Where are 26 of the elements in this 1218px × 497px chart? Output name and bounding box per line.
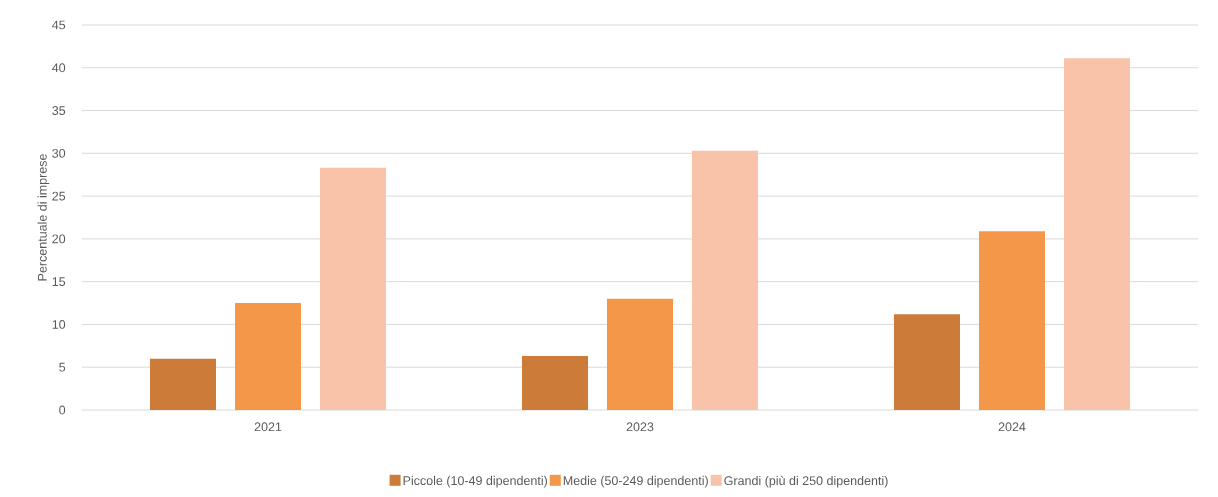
- bar: [978, 231, 1045, 410]
- x-tick-label: 2021: [254, 422, 282, 432]
- bar: [1063, 58, 1130, 410]
- legend-label: Medie (50-249 dipendenti): [563, 475, 708, 488]
- y-tick-label: 5: [59, 362, 66, 372]
- bar: [692, 150, 758, 410]
- bar: [320, 167, 387, 410]
- x-tick-label: 2024: [998, 422, 1026, 432]
- bar: [893, 314, 960, 410]
- y-tick-label: 45: [52, 20, 66, 30]
- bar: [521, 356, 588, 410]
- bar: [150, 358, 217, 410]
- y-tick-label: 20: [52, 234, 66, 244]
- x-tick-label: 2023: [626, 422, 654, 432]
- y-tick-label: 10: [52, 320, 66, 329]
- y-tick-label: 40: [52, 63, 66, 73]
- legend-label: Piccole (10-49 dipendenti): [403, 475, 547, 488]
- y-tick-label: 25: [52, 191, 66, 201]
- legend-label: Grandi (più di 250 dipendenti): [724, 475, 888, 488]
- bar: [606, 298, 673, 410]
- bar: [235, 303, 301, 410]
- y-tick-label: 0: [59, 405, 66, 415]
- y-axis-title: Percentuale di imprese: [37, 154, 50, 281]
- y-tick-label: 15: [52, 277, 66, 287]
- y-tick-label: 35: [52, 106, 66, 115]
- y-tick-label: 30: [52, 148, 66, 158]
